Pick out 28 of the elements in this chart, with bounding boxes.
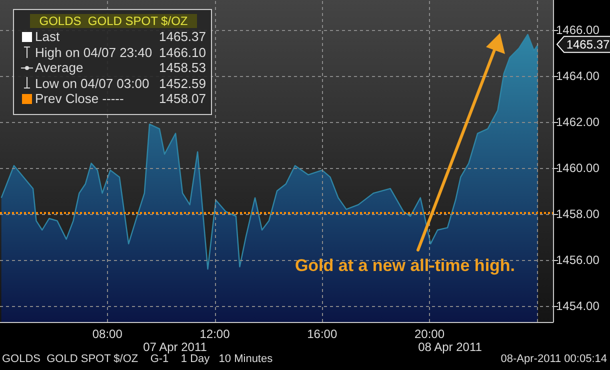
annotation: 1466.10	[159, 44, 206, 60]
text: 08 Apr 2011	[417, 340, 483, 354]
text: GOLDS GOLD SPOT $/OZ G-1 1 Day 10 Minutes	[2, 353, 273, 365]
y-tick-label: 1458.00	[556, 206, 600, 221]
annotation: 1458.53	[159, 60, 206, 76]
y-tick-label: 1462.00	[556, 114, 600, 129]
annotation: Low on 04/07 03:00	[35, 76, 150, 91]
x-tick-label: 16:00	[307, 327, 338, 341]
annotation: 1452.59	[159, 76, 206, 91]
y-tick-label: 1460.00	[556, 160, 600, 175]
annotation: 1458.07	[159, 91, 206, 106]
annotation: Last	[35, 29, 61, 44]
annotation: 1465.37	[159, 29, 206, 44]
y-tick-label: 1466.00	[556, 22, 600, 37]
x-tick-label: 20:00	[414, 327, 445, 341]
text: 08-Apr-2011 00:05:14	[500, 353, 607, 365]
annotation: High on 04/07 23:40	[35, 44, 154, 60]
x-tick-label: 08:00	[92, 327, 123, 341]
text: 07 Apr 2011	[142, 340, 208, 354]
y-tick-label: 1456.00	[556, 252, 600, 267]
y-tick-label: 1464.00	[556, 68, 600, 83]
x-tick-label: 12:00	[200, 327, 230, 341]
annotation: Prev Close -----	[35, 91, 125, 106]
y-tick-label: 1454.00	[556, 298, 600, 313]
text: 1465.37	[566, 37, 610, 52]
annotation: Average	[35, 60, 84, 76]
annotation: Gold at a new all-time high.	[294, 256, 516, 276]
text: GOLDS GOLD SPOT $/OZ	[30, 14, 197, 28]
